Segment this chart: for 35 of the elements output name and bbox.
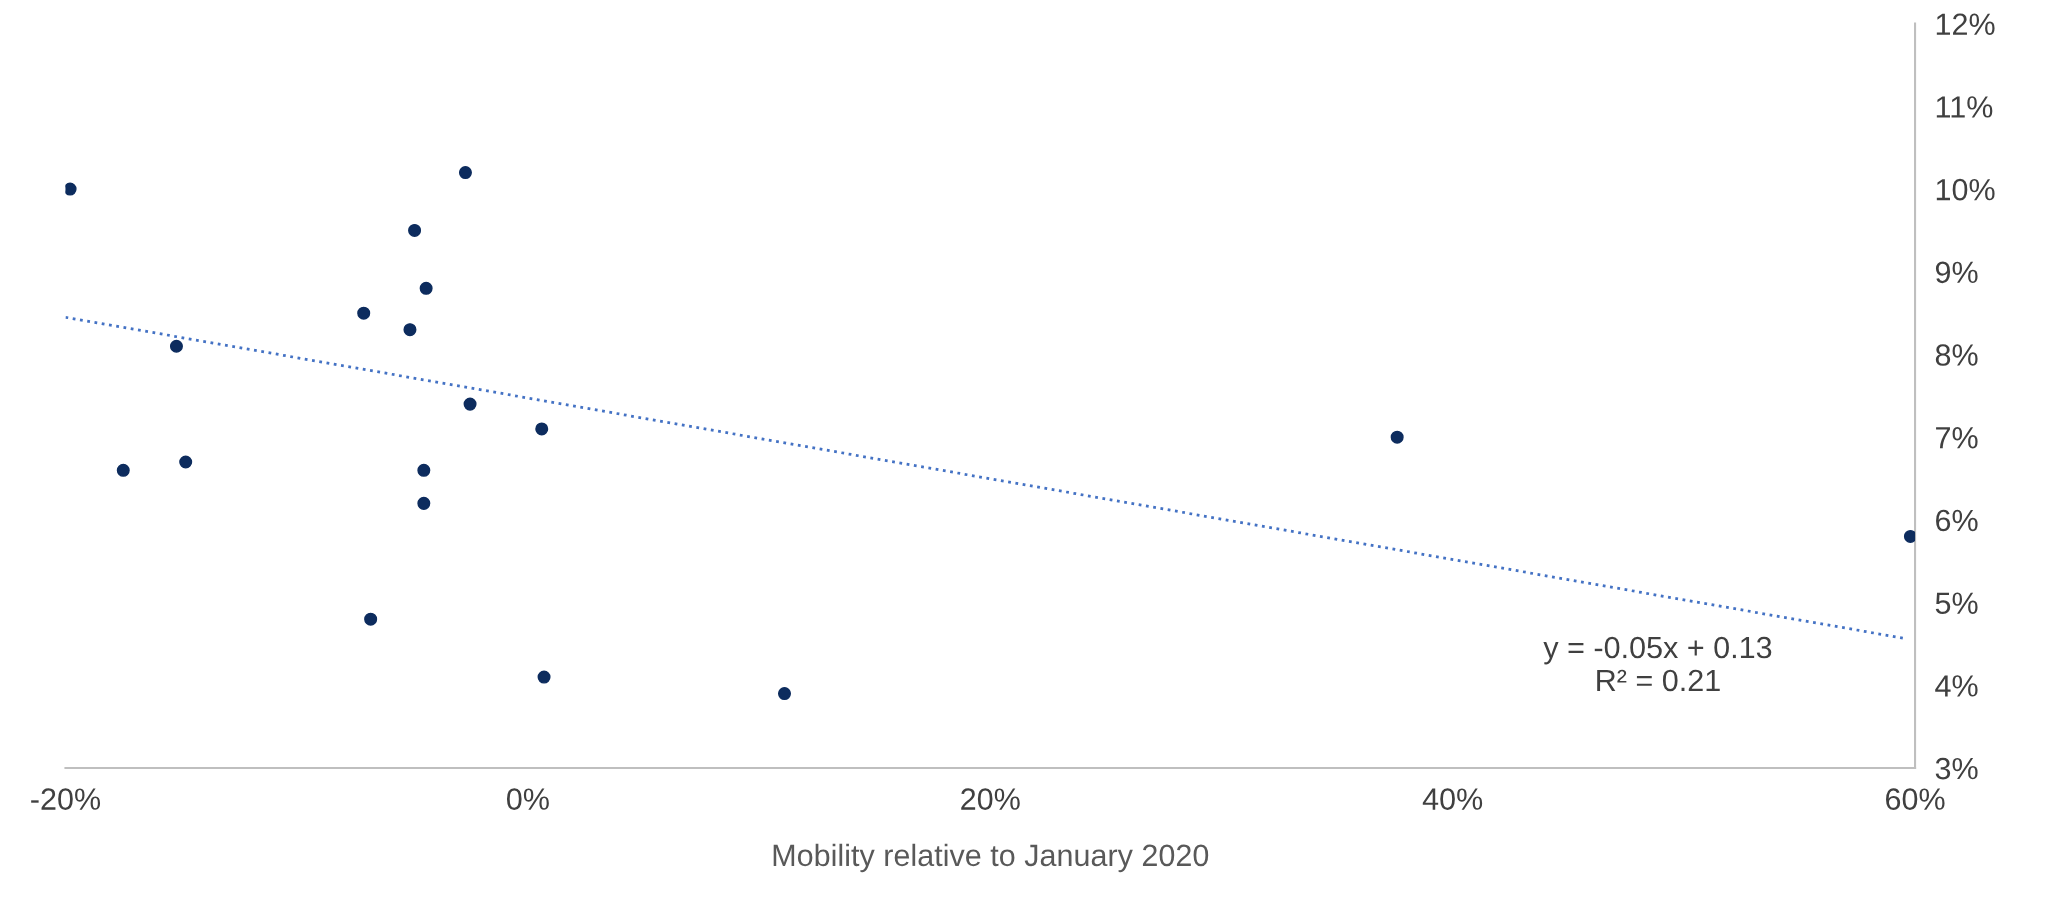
point — [777, 687, 792, 701]
x-tick-label: 20% — [961, 788, 1020, 810]
point — [403, 323, 417, 337]
point — [1390, 430, 1404, 444]
annotation: y = -0.05x + 0.13 R² = 0.21 — [1543, 636, 1772, 692]
point — [364, 612, 378, 626]
y-tick-label: 5% — [1935, 592, 1978, 614]
y-tick-label: 11% — [1936, 96, 1993, 118]
y-tick-label: 9% — [1935, 261, 1978, 284]
point — [1903, 529, 1916, 543]
point — [463, 397, 477, 411]
point — [408, 223, 422, 237]
point — [357, 306, 371, 320]
x-axis-title: Mobility relative to January 2020 — [773, 843, 1209, 873]
x-tick-label: 60% — [1886, 788, 1945, 810]
point — [458, 166, 472, 180]
y-tick-label: 7% — [1936, 427, 1978, 449]
y-tick-label: 4% — [1935, 675, 1978, 697]
point — [179, 455, 193, 469]
point — [537, 670, 551, 684]
y-tick-label: 12% — [1936, 13, 1995, 35]
point — [535, 422, 549, 436]
y-tick-label: 3% — [1935, 757, 1978, 780]
x-tick-label: 0% — [506, 788, 549, 810]
point — [116, 463, 130, 477]
y-tick-label: 10% — [1936, 178, 1995, 201]
point — [417, 463, 431, 477]
point — [169, 339, 183, 353]
y-tick-label: 6% — [1936, 509, 1978, 532]
point — [65, 182, 77, 196]
point — [417, 496, 431, 510]
x-tick-label: -20% — [31, 788, 101, 810]
x-tick-label: 40% — [1422, 788, 1483, 810]
y-tick-label: 8% — [1935, 344, 1978, 366]
point — [419, 281, 433, 295]
